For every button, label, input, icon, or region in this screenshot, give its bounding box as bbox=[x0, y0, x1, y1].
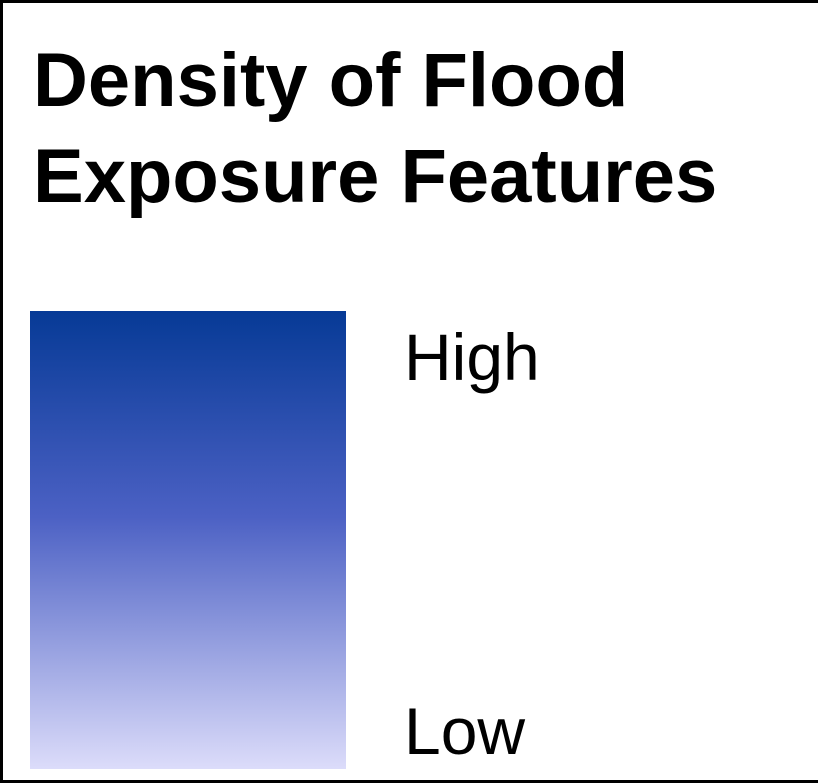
ramp-label-low: Low bbox=[404, 694, 526, 768]
density-color-ramp bbox=[30, 311, 346, 769]
legend-title-line-1: Density of Flood bbox=[33, 38, 629, 123]
legend-title: Density of Flood Exposure Features bbox=[33, 33, 717, 225]
ramp-label-high: High bbox=[404, 320, 540, 394]
legend-title-line-2: Exposure Features bbox=[33, 134, 718, 219]
